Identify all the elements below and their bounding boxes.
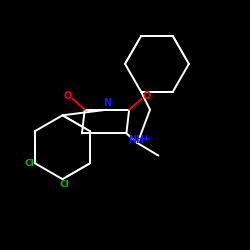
Text: +: + — [142, 134, 149, 143]
Text: Cl: Cl — [59, 180, 69, 189]
Text: O: O — [142, 92, 151, 102]
Text: N: N — [103, 98, 111, 108]
Text: O: O — [63, 92, 71, 102]
Text: Cl: Cl — [24, 159, 34, 168]
Text: NH: NH — [128, 135, 144, 145]
